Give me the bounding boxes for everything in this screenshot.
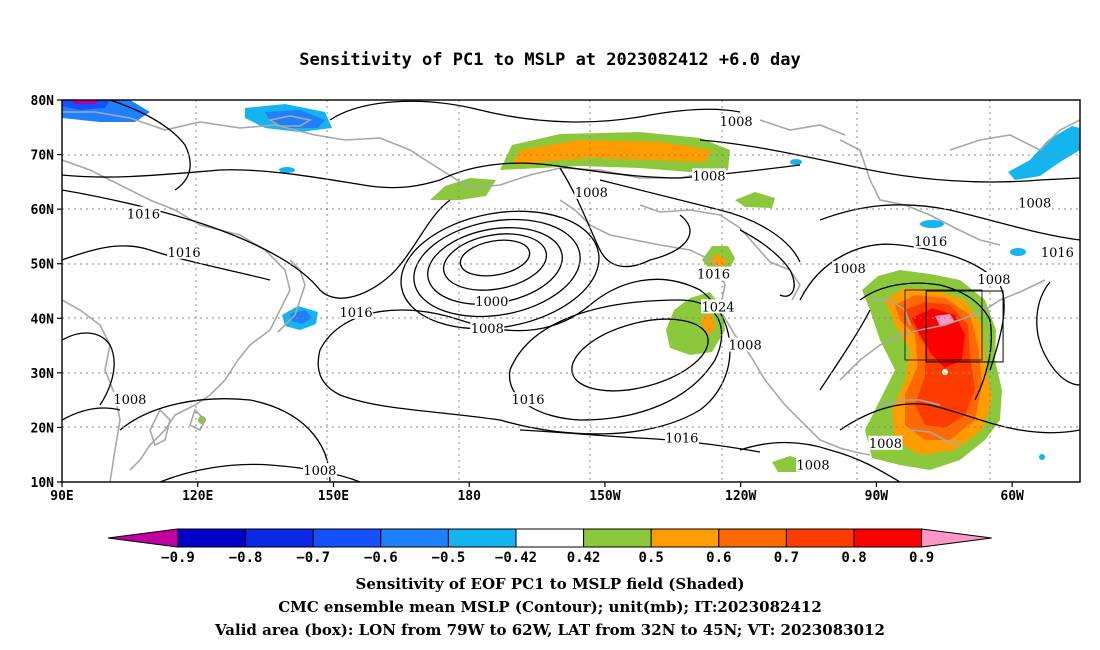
caption-line-3: Valid area (box): LON from 79W to 62W, L…	[215, 621, 885, 639]
colorbar-right-arrow	[921, 528, 992, 548]
lat-label: 30N	[31, 367, 55, 382]
colorbar-left-arrow	[107, 528, 179, 548]
contour-label: 1016	[168, 246, 201, 261]
colorbar-label: −0.8	[229, 550, 263, 566]
lat-label: 20N	[31, 421, 55, 436]
contour-label: 1008	[797, 459, 830, 474]
lon-label: 120E	[182, 489, 213, 504]
contour-label: 1008	[575, 186, 608, 201]
lat-label: 80N	[31, 94, 55, 109]
colorbar-label: −0.6	[364, 550, 398, 566]
contour-label: 1008	[1018, 197, 1051, 212]
lon-label: 150W	[589, 489, 620, 504]
contour-label: 1008	[720, 115, 753, 130]
colorbar-swatch	[380, 528, 449, 548]
colorbar-label: −0.9	[161, 550, 195, 566]
colorbar-swatch	[515, 528, 585, 548]
lon-label: 120W	[725, 489, 756, 504]
gridlines	[62, 100, 1080, 482]
contour-label: 1008	[303, 464, 336, 479]
lat-label: 50N	[31, 258, 55, 273]
contour-label: 1008	[729, 339, 762, 354]
caption-line-1: Sensitivity of EOF PC1 to MSLP field (Sh…	[355, 575, 745, 593]
colorbar-label: −0.5	[432, 550, 466, 566]
contour-label: 1000	[475, 295, 508, 310]
lat-label: 40N	[31, 312, 55, 327]
contour-label: 1008	[113, 393, 146, 408]
contour-label: 1016	[697, 268, 730, 283]
colorbar-swatch	[447, 528, 517, 548]
lon-label: 150E	[318, 489, 349, 504]
contour-label: 1008	[869, 437, 902, 452]
colorbar-label: 0.42	[567, 550, 601, 566]
colorbar-swatch	[583, 528, 652, 548]
colorbar-label: 0.7	[774, 550, 799, 566]
latitude-labels: 80N 70N 60N 50N 40N 30N 20N 10N	[31, 94, 62, 491]
colorbar-label: 0.8	[841, 550, 866, 566]
contour-label: 1016	[1041, 246, 1074, 261]
colorbar-label: −0.42	[495, 550, 537, 566]
contour-label: 1016	[127, 208, 160, 223]
caption-line-2: CMC ensemble mean MSLP (Contour); unit(m…	[278, 598, 822, 616]
valid-area-box-outer	[904, 289, 983, 361]
contour-label: 1016	[340, 306, 373, 321]
colorbar-swatch	[245, 528, 314, 548]
longitude-labels: 90E 120E 150E 180 150W 120W 90W 60W	[50, 482, 1024, 504]
colorbar: −0.9 −0.8 −0.7 −0.6 −0.5 −0.42 0.42 0.5 0.6 0.7 0.…	[107, 528, 992, 566]
contour-label: 1016	[511, 393, 544, 408]
colorbar-label: 0.9	[909, 550, 934, 566]
lon-label: 180	[457, 489, 481, 504]
contour-label: 1016	[665, 431, 698, 446]
colorbar-swatch	[853, 528, 923, 548]
colorbar-swatch	[177, 528, 247, 548]
lon-label: 90W	[865, 489, 889, 504]
colorbar-swatch	[718, 528, 787, 548]
lat-label: 70N	[31, 149, 55, 164]
contour-label: 1008	[977, 273, 1010, 288]
contour-label: 1008	[692, 169, 725, 184]
contour-labels: 1008 1008 1008 1008 1016 1016 1016 1016 1016 1008…	[112, 113, 1075, 479]
contour-label: 1008	[833, 262, 866, 277]
valid-area-box	[925, 290, 1004, 363]
lon-label: 90E	[50, 489, 73, 504]
colorbar-swatch	[650, 528, 720, 548]
colorbar-label: 0.6	[706, 550, 731, 566]
chart-title: Sensitivity of PC1 to MSLP at 2023082412…	[299, 50, 801, 70]
colorbar-swatch	[785, 528, 855, 548]
colorbar-label: −0.7	[296, 550, 330, 566]
contour-label: 1024	[701, 300, 734, 315]
colorbar-label: 0.5	[639, 550, 664, 566]
shade-blue-ne	[1008, 126, 1080, 180]
lon-label: 60W	[1000, 489, 1024, 504]
contour-label: 1016	[914, 235, 947, 250]
lat-label: 10N	[31, 476, 55, 491]
lat-label: 60N	[31, 203, 55, 218]
contour-label: 1008	[471, 322, 504, 337]
colorbar-swatch	[312, 528, 382, 548]
mslp-contours	[62, 100, 1080, 482]
map-frame	[61, 99, 1081, 483]
